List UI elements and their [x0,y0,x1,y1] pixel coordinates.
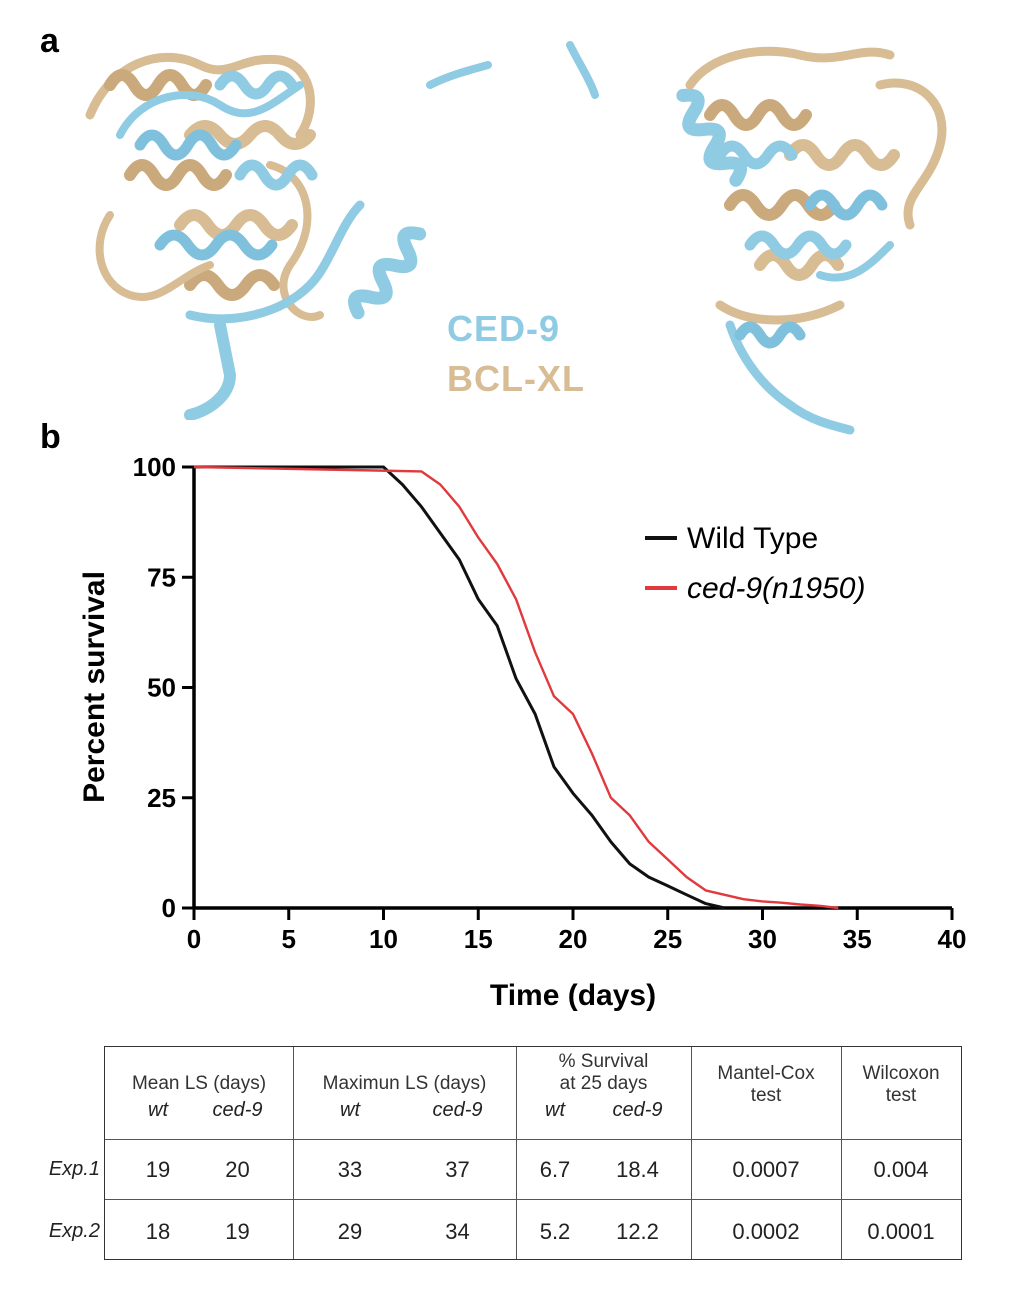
exp2-max-ced9: 34 [445,1219,470,1244]
x-tick-label: 20 [559,924,588,954]
x-axis-label: Time (days) [490,979,656,1012]
panel-b-label: b [40,418,61,456]
x-tick-label: 35 [843,924,872,954]
survival-chart: 0 5 10 15 20 25 30 35 40 0 25 50 75 100 Wild Type ced-… [78,452,967,1012]
exp1-surv-wt: 6.7 [539,1157,571,1182]
header-surv-wt: wt [545,1099,565,1121]
y-axis-label: Percent survival [78,571,111,803]
exp2-mean-ced9: 19 [225,1219,250,1244]
chart-axes: 0 5 10 15 20 25 30 35 40 0 25 50 75 100 [133,452,967,954]
header-survival-2: at 25 days [559,1073,648,1094]
x-tick-label: 10 [369,924,398,954]
exp2-wilcoxon: 0.0001 [867,1219,935,1244]
legend-label-1: ced-9(n1950) [687,572,865,605]
header-mean-ced9: ced-9 [212,1099,263,1121]
exp2-row-label: Exp.2 [48,1220,100,1242]
exp1-mantel: 0.0007 [732,1157,800,1182]
x-tick-label: 0 [187,924,201,954]
exp1-row-label: Exp.1 [48,1158,100,1180]
x-tick-label: 30 [748,924,777,954]
y-tick-label: 0 [162,893,176,923]
header-max-ced9: ced-9 [432,1099,483,1121]
header-mantel-1: Mantel-Cox [717,1063,815,1084]
header-surv-ced9: ced-9 [612,1099,663,1121]
header-survival-1: % Survival [558,1051,649,1072]
x-tick-label: 15 [464,924,493,954]
header-mean-ls: Mean LS (days) [131,1073,267,1094]
exp1-max-wt: 33 [337,1157,363,1182]
header-max-wt: wt [340,1099,360,1121]
exp1-mean-wt: 19 [145,1157,171,1182]
exp2-mean-wt: 18 [145,1219,171,1244]
exp2-mantel: 0.0002 [732,1219,800,1244]
exp1-mean-ced9: 20 [225,1157,250,1182]
exp2-max-wt: 29 [337,1219,363,1244]
y-tick-label: 75 [147,562,176,592]
legend-label-0: Wild Type [687,522,818,555]
header-mean-wt: wt [148,1099,168,1121]
header-mantel-2: test [750,1085,782,1106]
series-line-wild-type [194,465,725,910]
chart-legend: Wild Type ced-9(n1950) [645,522,865,605]
series-line-ced9 [193,465,839,910]
exp2-surv-wt: 5.2 [539,1219,571,1244]
y-tick-label: 25 [147,783,176,813]
exp1-wilcoxon: 0.004 [873,1157,929,1182]
exp1-max-ced9: 37 [445,1157,470,1182]
lifespan-table: Mean LS (days) wt ced-9 Maximun LS (days… [104,1046,962,1260]
y-tick-label: 50 [147,673,176,703]
header-wilcoxon-2: test [885,1085,917,1106]
series-layer [193,465,839,910]
x-tick-label: 40 [938,924,967,954]
bclxl-structure-label: BCL-XL [447,358,585,399]
header-max-ls: Maximun LS (days) [322,1073,487,1094]
x-tick-label: 25 [653,924,682,954]
header-wilcoxon-1: Wilcoxon [862,1063,940,1084]
panel-a-label: a [40,22,59,60]
exp2-surv-ced9: 12.2 [616,1219,659,1244]
ced9-structure-label: CED-9 [447,308,561,349]
exp1-surv-ced9: 18.4 [616,1157,659,1182]
x-tick-label: 5 [282,924,296,954]
left-protein-structure [85,52,492,420]
right-protein-structure [566,41,947,435]
y-tick-label: 100 [133,452,176,482]
